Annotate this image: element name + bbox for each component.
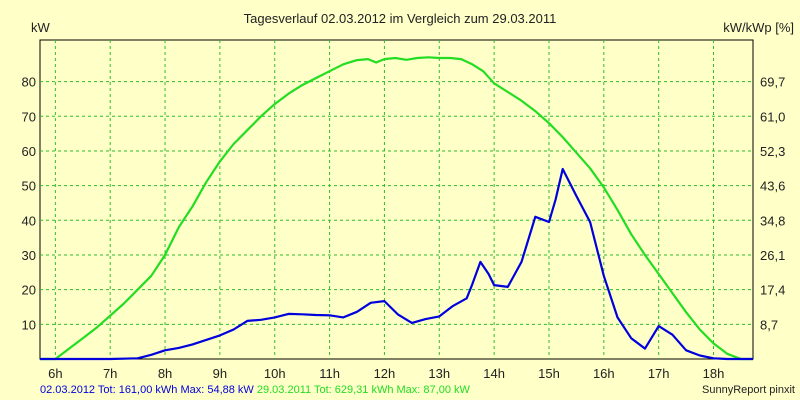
y-tick-label-right: 69,7 [760, 75, 785, 90]
series-line-29-03-2011 [40, 56, 753, 361]
x-tick-label: 16h [593, 366, 615, 381]
y-tick-label-right: 8,7 [760, 317, 778, 332]
x-tick-label: 17h [648, 366, 670, 381]
plot-area [39, 39, 754, 360]
y-tick-label-right: 26,1 [760, 248, 785, 263]
y-axis-label-right: kW/kWp [%] [723, 20, 794, 35]
y-tick-label-left: 80 [22, 75, 36, 90]
y-tick-label-left: 70 [22, 109, 36, 124]
x-tick-label: 7h [103, 366, 117, 381]
x-tick-label: 8h [158, 366, 172, 381]
grid [40, 40, 753, 359]
y-tick-label-right: 43,6 [760, 179, 785, 194]
y-tick-label-right: 61,0 [760, 109, 785, 124]
footer-summary-2011: 29.03.2011 Tot: 629,31 kWh Max: 87,00 kW [257, 384, 471, 396]
x-tick-label: 13h [428, 366, 450, 381]
x-tick-label: 12h [374, 366, 396, 381]
x-tick-label: 9h [213, 366, 227, 381]
series-lines [40, 56, 753, 361]
y-tick-label-left: 50 [22, 179, 36, 194]
y-tick-label-right: 34,8 [760, 213, 785, 228]
y-tick-label-left: 30 [22, 248, 36, 263]
chart-footer-summary: 02.03.2012 Tot: 161,00 kWh Max: 54,88 kW… [40, 384, 470, 396]
y-axis-label-left: kW [31, 20, 51, 35]
y-tick-label-left: 40 [22, 213, 36, 228]
x-tick-label: 18h [703, 366, 725, 381]
x-tick-label: 10h [264, 366, 286, 381]
x-tick-label: 14h [483, 366, 505, 381]
x-tick-label: 6h [48, 366, 62, 381]
axis-ticks: 6h 7h 8h 9h 10h 11h 12h 13h 14h 15h 16h 17h 18h 10 20 3… [22, 75, 786, 381]
y-tick-label-left: 60 [22, 144, 36, 159]
x-tick-label: 11h [319, 366, 340, 381]
y-tick-label-left: 20 [22, 283, 36, 298]
y-tick-label-left: 10 [22, 317, 36, 332]
footer-summary-2012: 02.03.2012 Tot: 161,00 kWh Max: 54,88 kW [40, 384, 254, 396]
chart-footer-credit: SunnyReport pinxit [702, 384, 795, 396]
series-line-02-03-2012 [40, 167, 753, 361]
chart-title: Tagesverlauf 02.03.2012 im Vergleich zum… [244, 11, 557, 26]
x-tick-label: 15h [538, 366, 560, 381]
y-tick-label-right: 52,3 [760, 144, 785, 159]
y-tick-label-right: 17,4 [760, 283, 785, 298]
